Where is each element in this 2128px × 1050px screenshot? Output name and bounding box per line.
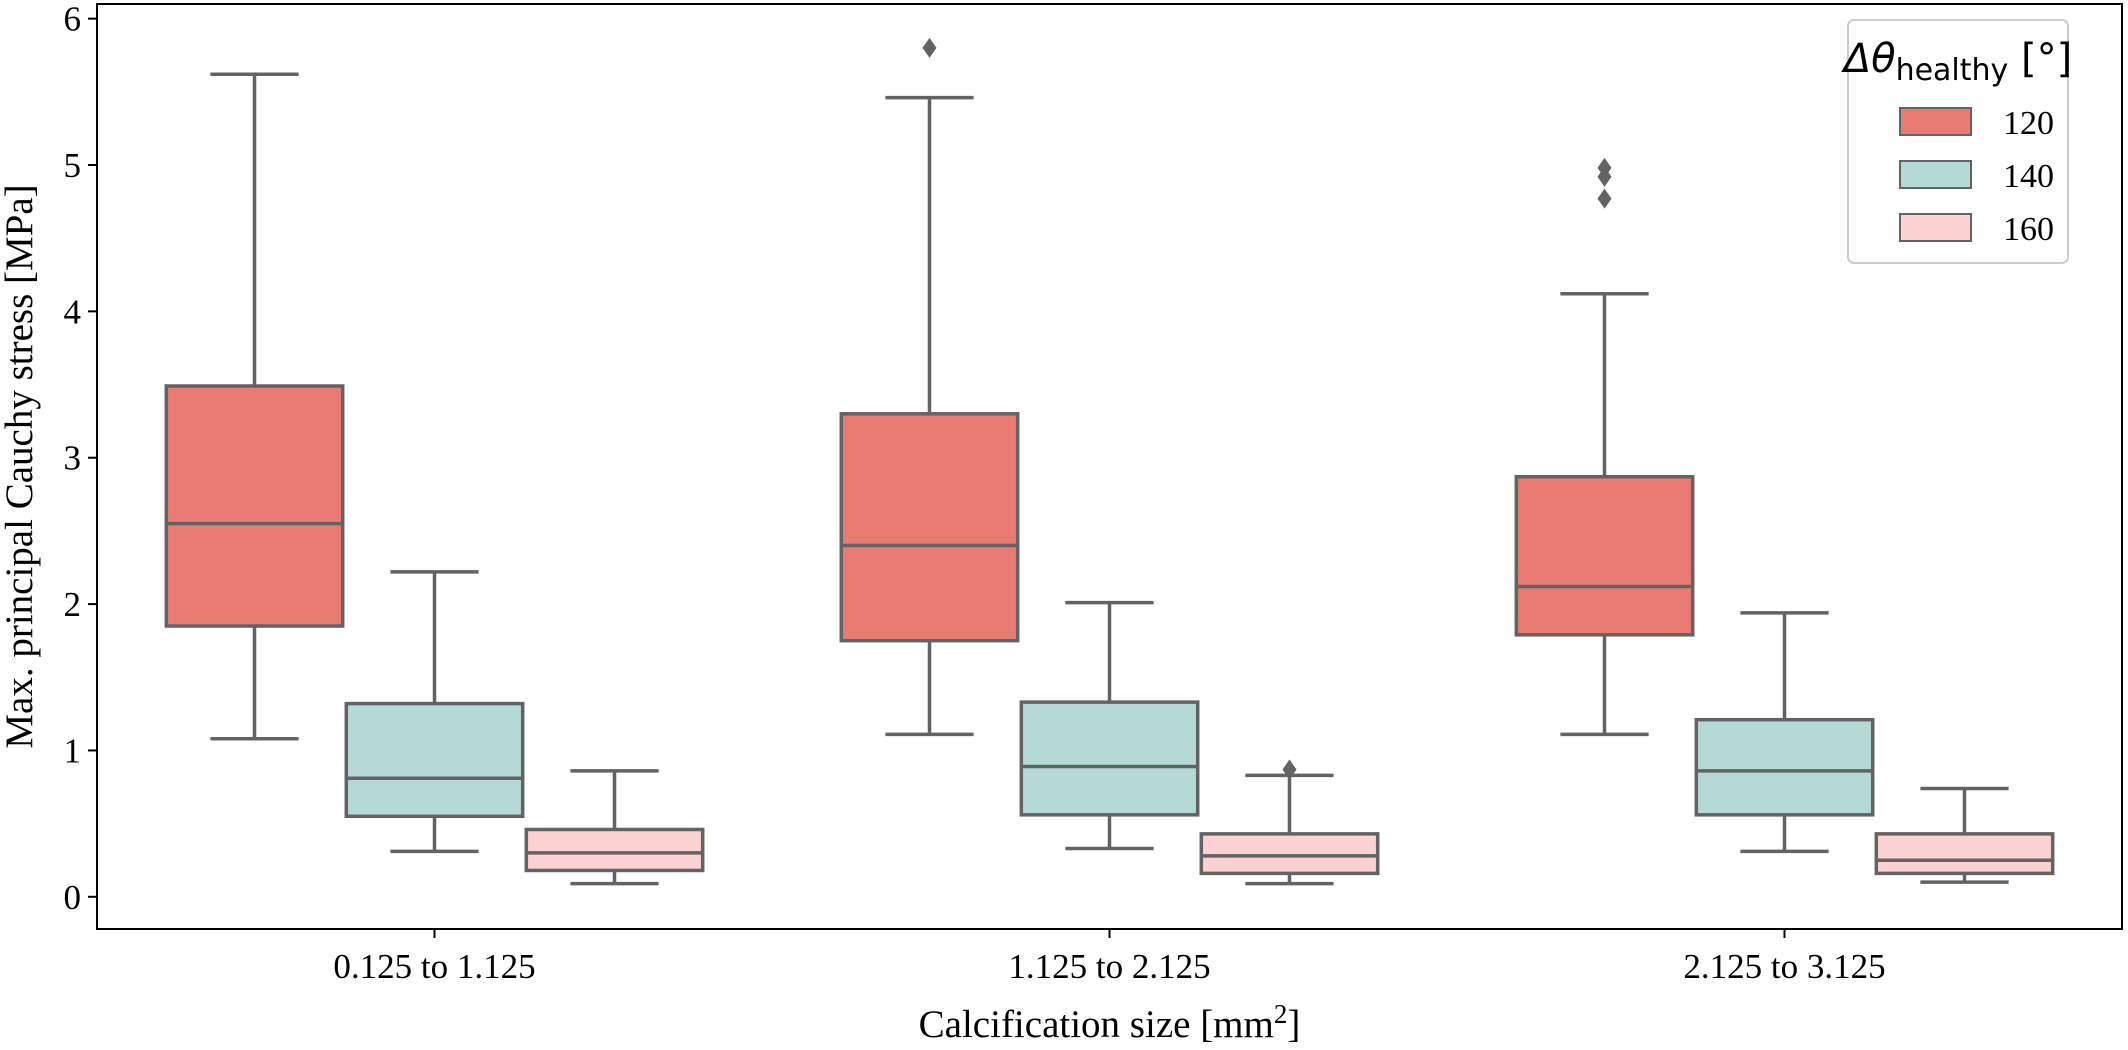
outlier-point — [1597, 157, 1612, 178]
box — [344, 701, 525, 819]
y-tick-label: 6 — [64, 0, 82, 39]
box-group — [839, 37, 1020, 737]
legend-title: Δθhealthy [°] — [1841, 36, 2073, 88]
y-tick-label: 2 — [64, 585, 82, 624]
box — [164, 384, 345, 628]
box-group — [524, 769, 705, 886]
y-tick-label: 1 — [64, 731, 82, 770]
legend-item-label: 160 — [2003, 211, 2054, 248]
legend-item-label: 140 — [2003, 158, 2054, 195]
y-tick-label: 0 — [64, 878, 82, 917]
box — [1514, 474, 1695, 637]
plot-content — [164, 37, 2055, 886]
legend-swatch — [1899, 160, 1972, 189]
outlier-point — [1282, 759, 1297, 780]
x-axis: 0.125 to 1.125 1.125 to 2.125 2.125 to 3.1… — [333, 929, 1886, 986]
legend-frame — [1847, 19, 2069, 264]
y-tick-label: 5 — [64, 146, 82, 185]
outlier-point — [1597, 188, 1612, 209]
box — [524, 827, 705, 873]
box-group — [1514, 157, 1695, 737]
x-tick-label: 1.125 to 2.125 — [1008, 947, 1210, 986]
box — [839, 412, 1020, 643]
outlier-point — [922, 37, 937, 58]
y-axis-label: Max. principal Cauchy stress [MPa] — [0, 184, 41, 748]
box — [1019, 700, 1200, 817]
box-group — [1019, 600, 1200, 851]
box — [1199, 832, 1380, 876]
box-group — [1874, 786, 2055, 884]
y-tick-label: 4 — [64, 292, 82, 331]
y-tick-label: 3 — [64, 439, 82, 478]
legend-item-label: 120 — [2003, 105, 2054, 142]
box-group — [344, 570, 525, 854]
y-axis: 0 1 2 3 4 5 6 — [64, 0, 97, 917]
legend-swatch — [1899, 213, 1972, 242]
x-axis-label: Calcification size [mm2] — [919, 999, 1301, 1046]
box — [1874, 832, 2055, 876]
x-tick-label: 0.125 to 1.125 — [333, 947, 535, 986]
legend: Δθhealthy [°] 120 140 160 — [1841, 19, 2073, 264]
box-group — [164, 72, 345, 741]
box — [1694, 717, 1875, 817]
x-tick-label: 2.125 to 3.125 — [1683, 947, 1885, 986]
legend-swatch — [1899, 107, 1972, 136]
box-group — [1199, 759, 1380, 886]
box-group — [1694, 611, 1875, 854]
